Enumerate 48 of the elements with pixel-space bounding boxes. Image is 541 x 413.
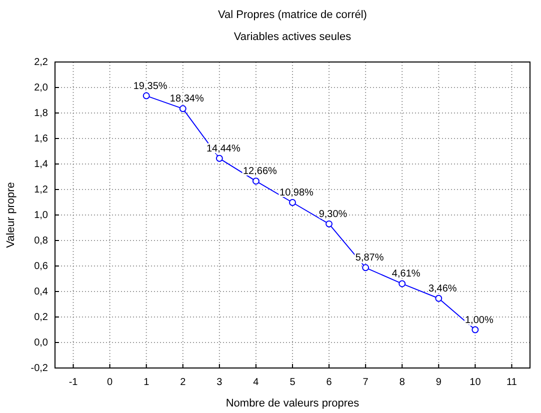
point — [398, 280, 406, 288]
x-tick-label: 9 — [436, 377, 442, 388]
annotation: 10,98% — [280, 188, 314, 199]
chart-subtitle: Variables actives seules — [234, 31, 352, 43]
x-tick-label: 3 — [216, 377, 223, 388]
x-tick-label: 4 — [253, 377, 260, 388]
point — [216, 154, 223, 162]
point — [435, 294, 442, 302]
y-tick-label: 0,6 — [34, 261, 48, 272]
annotation: 3,46% — [428, 283, 457, 294]
y-tick-label: 1,0 — [34, 210, 48, 222]
x-tick-label: 2 — [180, 377, 186, 388]
y-tick-label: 0,2 — [34, 312, 48, 324]
y-tick-label: 2,2 — [34, 57, 48, 68]
y-tick-label: 1,6 — [34, 134, 48, 145]
x-tick-label: 10 — [470, 377, 482, 388]
x-tick-label: 8 — [399, 377, 406, 388]
chart-title: Val Propres (matrice de corrél) — [218, 9, 367, 21]
x-tick-label: 1 — [144, 377, 150, 388]
y-tick-label: -0,2 — [30, 363, 48, 374]
y-tick-label: 0,0 — [34, 338, 48, 349]
point — [362, 264, 370, 272]
y-tick-label: 1,4 — [34, 159, 48, 170]
annotation: 1,00% — [465, 314, 494, 326]
point — [472, 326, 479, 334]
x-tick-label: 0 — [107, 377, 114, 388]
y-axis-title: Valeur propre — [5, 182, 17, 248]
point — [179, 105, 186, 112]
point — [252, 178, 260, 185]
x-tick-label: -1 — [68, 377, 78, 388]
x-tick-label: 7 — [362, 377, 369, 388]
annotation: 9,30% — [318, 208, 348, 220]
annotation: 19,35% — [133, 80, 168, 92]
annotation: 18,34% — [170, 94, 204, 105]
annotation: 12,66% — [243, 166, 278, 178]
x-tick-label: 5 — [290, 377, 296, 388]
y-tick-label: 0,4 — [34, 286, 48, 298]
annotation: 4,61% — [392, 268, 420, 280]
x-tick-label: 11 — [506, 377, 518, 388]
y-tick-label: 1,8 — [34, 108, 48, 120]
x-axis-title: Nombre de valeurs propres — [226, 398, 360, 410]
point — [142, 92, 150, 100]
point — [289, 199, 296, 206]
y-tick-label: 1,2 — [34, 184, 48, 196]
y-tick-label: 2,0 — [34, 82, 48, 94]
point — [326, 220, 333, 228]
y-tick-label: 0,8 — [34, 236, 48, 247]
x-tick-label: 6 — [326, 377, 332, 388]
